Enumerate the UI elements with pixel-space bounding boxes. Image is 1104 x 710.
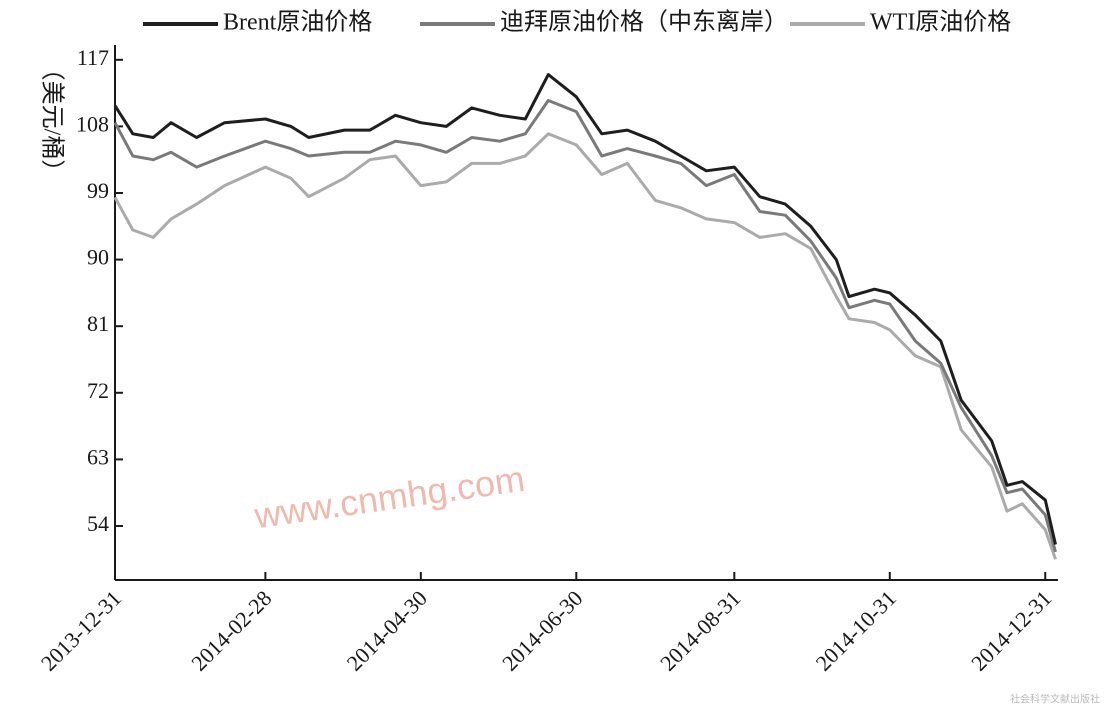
series-line bbox=[113, 132, 1057, 560]
y-axis-label: （美元/桶） bbox=[38, 57, 65, 184]
x-tick-label: 2014-08-31 bbox=[655, 585, 745, 675]
x-tick-label: 2014-12-31 bbox=[966, 585, 1056, 675]
legend-label: 迪拜原油价格（中东离岸） bbox=[500, 9, 788, 36]
x-tick-label: 2014-04-30 bbox=[342, 585, 432, 675]
series-line bbox=[113, 73, 1057, 545]
y-tick-label: 99 bbox=[87, 178, 109, 203]
legend-label: Brent原油价格 bbox=[223, 9, 372, 36]
x-tick-label: 2014-06-30 bbox=[497, 585, 587, 675]
y-tick-label: 117 bbox=[77, 45, 109, 70]
y-tick-label: 81 bbox=[87, 311, 109, 336]
x-tick-label: 2014-02-28 bbox=[186, 585, 276, 675]
y-tick-label: 54 bbox=[87, 511, 109, 536]
x-tick-label: 2013-12-31 bbox=[36, 585, 126, 675]
y-tick-label: 72 bbox=[87, 378, 109, 403]
y-tick-label: 108 bbox=[76, 111, 109, 136]
y-tick-label: 90 bbox=[87, 245, 109, 270]
publisher-mark: 社会科学文献出版社 bbox=[1010, 692, 1100, 705]
legend-label: WTI原油价格 bbox=[870, 9, 1011, 36]
series-line bbox=[113, 99, 1057, 553]
y-tick-label: 63 bbox=[87, 444, 109, 469]
x-tick-label: 2014-10-31 bbox=[811, 585, 901, 675]
watermark: www.cnmhg.com bbox=[251, 458, 527, 537]
